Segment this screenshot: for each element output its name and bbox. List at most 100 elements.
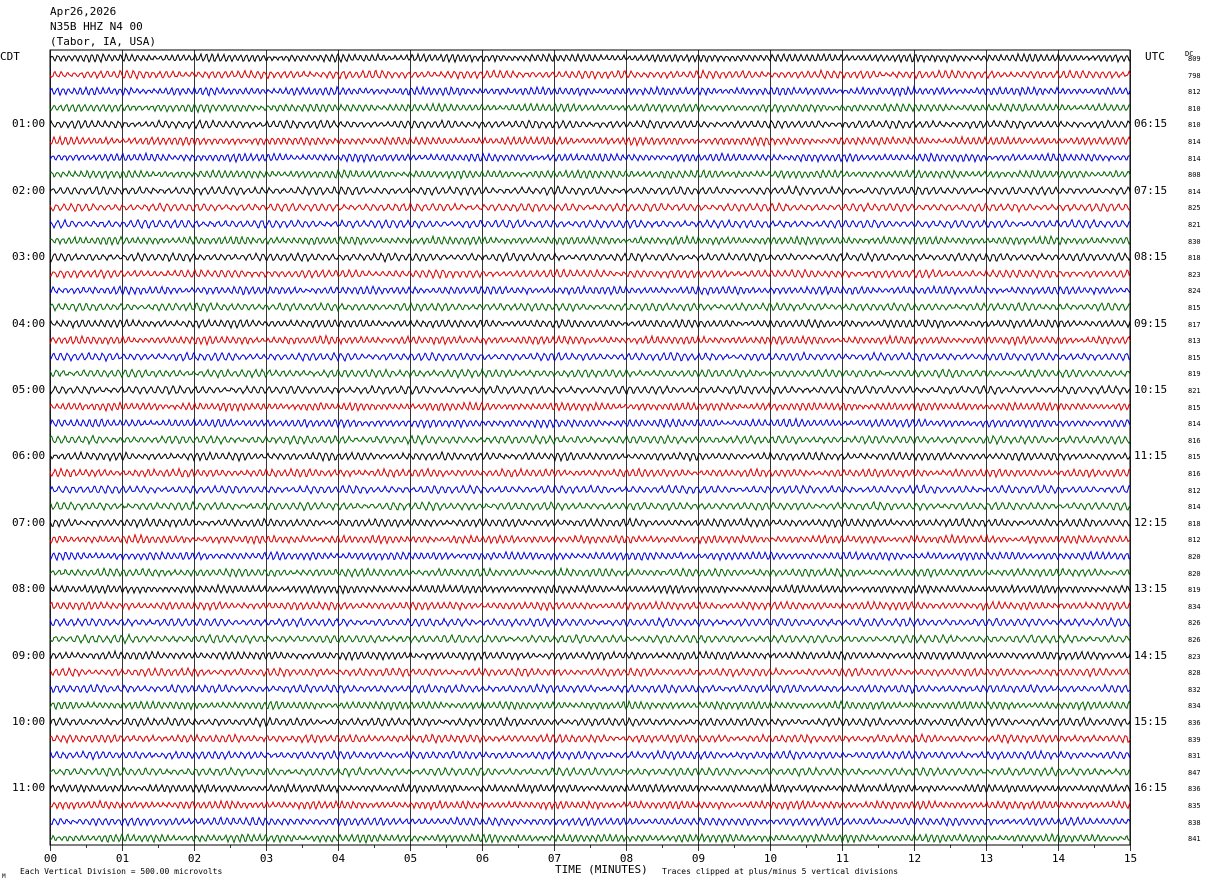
dc-offset-label: 823 bbox=[1188, 652, 1201, 661]
seismic-trace bbox=[49, 268, 1131, 280]
dc-offset-label: 828 bbox=[1188, 669, 1201, 678]
station-location: (Tabor, IA, USA) bbox=[50, 35, 156, 48]
plot-date: Apr26,2026 bbox=[50, 5, 117, 18]
cdt-time-label: 09:00 bbox=[12, 648, 46, 662]
seismic-trace bbox=[49, 417, 1131, 430]
plot-frame bbox=[49, 49, 1131, 846]
dc-offset-label: 808 bbox=[1188, 171, 1201, 180]
seismic-trace bbox=[49, 500, 1131, 512]
seismic-trace bbox=[49, 52, 1131, 64]
dc-offset-label: 826 bbox=[1188, 619, 1201, 628]
x-tick-label: 09 bbox=[691, 852, 706, 865]
utc-time-label: 06:15 bbox=[1134, 117, 1168, 131]
dc-offset-label: 812 bbox=[1188, 88, 1201, 97]
x-tick-label: 03 bbox=[259, 852, 274, 865]
x-tick-label: 14 bbox=[1051, 852, 1066, 865]
dc-offset-label: 821 bbox=[1188, 387, 1201, 395]
seismic-trace bbox=[49, 649, 1131, 662]
seismic-trace bbox=[49, 682, 1131, 695]
dc-offset-label: 839 bbox=[1188, 735, 1201, 744]
seismic-trace bbox=[49, 517, 1131, 529]
dc-offset-label: 819 bbox=[1188, 586, 1201, 595]
dc-offset-label: 823 bbox=[1188, 270, 1201, 279]
dc-offset-label: 834 bbox=[1188, 702, 1201, 711]
dc-offset-label: 825 bbox=[1188, 204, 1201, 213]
x-tick-label: 01 bbox=[115, 852, 130, 865]
seismic-trace bbox=[49, 400, 1131, 413]
seismic-trace bbox=[49, 466, 1131, 479]
seismic-trace bbox=[49, 118, 1131, 130]
seismic-trace bbox=[49, 832, 1131, 845]
cdt-time-label: 10:00 bbox=[12, 715, 46, 728]
dc-offset-label: 816 bbox=[1188, 436, 1201, 445]
seismic-trace bbox=[49, 251, 1131, 264]
seismic-trace bbox=[49, 782, 1131, 795]
seismic-trace bbox=[49, 716, 1131, 729]
dc-offset-label: 831 bbox=[1188, 752, 1201, 761]
x-axis-label: TIME (MINUTES) bbox=[555, 863, 648, 876]
seismic-trace bbox=[49, 450, 1131, 463]
clip-note: Traces clipped at plus/minus 5 vertical … bbox=[662, 867, 899, 876]
utc-time-label: 12:15 bbox=[1134, 515, 1168, 529]
cdt-time-label: 04:00 bbox=[12, 316, 46, 330]
seismic-trace bbox=[49, 151, 1131, 164]
dc-title: DC bbox=[1185, 50, 1194, 58]
x-tick-label: 15 bbox=[1123, 852, 1138, 865]
dc-offset-label: 814 bbox=[1188, 154, 1201, 163]
dc-offset-label: 809 bbox=[1188, 55, 1201, 63]
dc-offset-label: 820 bbox=[1188, 569, 1201, 578]
seismic-trace bbox=[49, 184, 1131, 197]
dc-offset-label: 818 bbox=[1188, 519, 1201, 528]
dc-offset-label: 826 bbox=[1188, 636, 1201, 644]
seismic-trace bbox=[49, 301, 1131, 313]
corner-mark: M bbox=[2, 873, 6, 880]
station-code: N35B HHZ N4 00 bbox=[50, 20, 143, 33]
x-tick-label: 13 bbox=[979, 852, 994, 865]
dc-offset-label: 832 bbox=[1188, 685, 1201, 694]
dc-offset-label: 819 bbox=[1188, 370, 1201, 379]
dc-offset-label: 841 bbox=[1188, 835, 1201, 844]
seismic-trace bbox=[49, 202, 1131, 214]
dc-offset-label: 816 bbox=[1188, 470, 1201, 478]
x-tick-label: 10 bbox=[763, 852, 778, 865]
seismic-trace bbox=[49, 334, 1131, 347]
dc-offset-label: 817 bbox=[1188, 320, 1201, 329]
cdt-time-label: 05:00 bbox=[12, 383, 46, 396]
scale-note: Each Vertical Division = 500.00 microvol… bbox=[20, 867, 223, 876]
seismic-trace bbox=[49, 799, 1131, 812]
dc-offset-label: 847 bbox=[1188, 768, 1201, 777]
dc-offset-label: 814 bbox=[1188, 138, 1201, 146]
seismic-trace bbox=[49, 583, 1131, 596]
seismic-trace bbox=[49, 816, 1131, 828]
x-tick-label: 05 bbox=[403, 852, 418, 865]
dc-offset-label: 821 bbox=[1188, 221, 1201, 229]
utc-time-label: 16:15 bbox=[1134, 781, 1168, 795]
x-tick-label: 08 bbox=[619, 852, 634, 865]
dc-offset-label: 835 bbox=[1188, 802, 1201, 810]
seismic-trace bbox=[49, 566, 1131, 579]
seismic-trace bbox=[49, 550, 1131, 562]
x-tick-label: 06 bbox=[475, 852, 490, 865]
utc-time-label: 10:15 bbox=[1134, 383, 1168, 396]
utc-time-label: 13:15 bbox=[1134, 582, 1168, 596]
seismic-trace bbox=[49, 484, 1131, 495]
utc-time-label: 07:15 bbox=[1134, 183, 1168, 197]
seismic-trace bbox=[49, 218, 1131, 230]
dc-offset-label: 824 bbox=[1188, 287, 1201, 296]
dc-offset-label: 820 bbox=[1188, 553, 1201, 561]
cdt-time-label: 03:00 bbox=[12, 250, 46, 264]
seismic-trace bbox=[49, 766, 1131, 779]
seismic-trace bbox=[49, 749, 1131, 761]
utc-time-label: 14:15 bbox=[1134, 648, 1168, 662]
dc-offset-label: 815 bbox=[1188, 453, 1201, 462]
x-tick-label: 12 bbox=[907, 852, 922, 865]
seismic-trace bbox=[49, 351, 1131, 363]
dc-offset-label: 813 bbox=[1188, 337, 1201, 346]
dc-offset-label: 810 bbox=[1188, 104, 1201, 113]
x-tick-label: 02 bbox=[187, 852, 202, 865]
seismic-trace bbox=[49, 168, 1131, 181]
x-tick-label: 04 bbox=[331, 852, 346, 865]
seismic-trace bbox=[49, 632, 1131, 645]
seismic-trace bbox=[49, 318, 1131, 330]
